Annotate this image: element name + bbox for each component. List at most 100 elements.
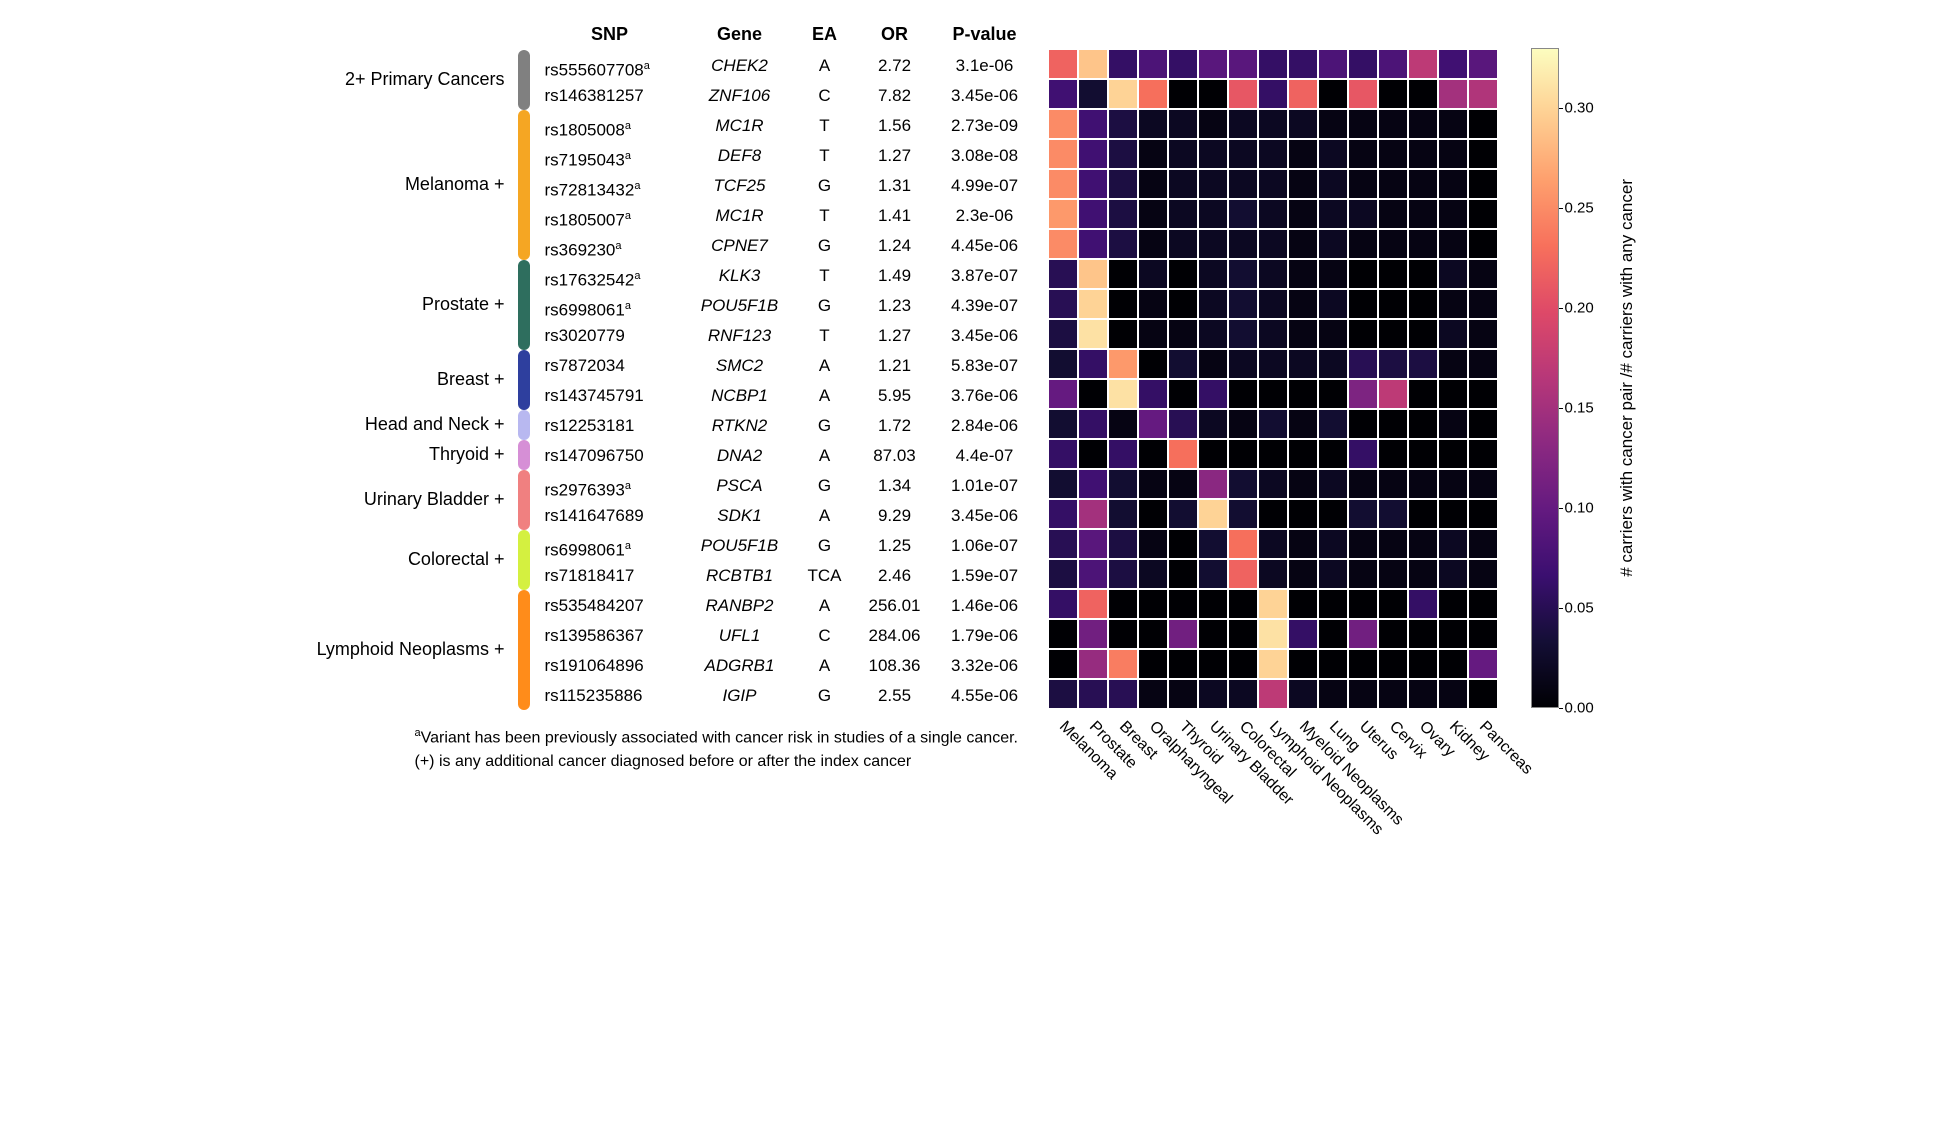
heatmap-cell <box>1168 49 1198 79</box>
heatmap-cell <box>1468 379 1498 409</box>
colorbar-tick-mark <box>1559 308 1563 309</box>
heatmap-cell <box>1258 199 1288 229</box>
heatmap-cell <box>1318 439 1348 469</box>
or-cell: 1.34 <box>855 471 935 501</box>
heatmap-cell <box>1438 259 1468 289</box>
heatmap-cell <box>1318 199 1348 229</box>
heatmap-cell <box>1168 349 1198 379</box>
heatmap-cell <box>1438 319 1468 349</box>
header-gene: Gene <box>685 20 795 51</box>
group-label: Urinary Bladder + <box>364 489 505 510</box>
gene-cell: SDK1 <box>685 501 795 531</box>
heatmap-cell <box>1438 499 1468 529</box>
heatmap-cell <box>1348 469 1378 499</box>
heatmap-cell <box>1198 349 1228 379</box>
heatmap-cell <box>1318 229 1348 259</box>
heatmap-cell <box>1468 409 1498 439</box>
gene-cell: ADGRB1 <box>685 651 795 681</box>
heatmap-cell <box>1408 229 1438 259</box>
heatmap-cell <box>1168 409 1198 439</box>
heatmap-cell <box>1228 559 1258 589</box>
heatmap-cell <box>1288 649 1318 679</box>
group-bracket <box>518 530 530 590</box>
heatmap-cell <box>1258 319 1288 349</box>
heatmap-cell <box>1378 559 1408 589</box>
pval-cell: 3.08e-08 <box>935 141 1035 171</box>
or-cell: 1.56 <box>855 111 935 141</box>
heatmap-cell <box>1468 139 1498 169</box>
heatmap-cell <box>1288 409 1318 439</box>
heatmap-cell <box>1318 559 1348 589</box>
heatmap-cell <box>1108 139 1138 169</box>
heatmap-cell <box>1468 649 1498 679</box>
heatmap-cell <box>1258 559 1288 589</box>
snp-cell: rs141647689 <box>535 501 685 531</box>
heatmap-cell <box>1078 349 1108 379</box>
heatmap-cell <box>1108 499 1138 529</box>
or-cell: 1.27 <box>855 321 935 351</box>
heatmap-cell <box>1138 379 1168 409</box>
heatmap-cell <box>1378 169 1408 199</box>
heatmap-cell <box>1078 79 1108 109</box>
heatmap-cell <box>1228 139 1258 169</box>
footnotes: aVariant has been previously associated … <box>415 721 1035 777</box>
heatmap-cell <box>1348 139 1378 169</box>
heatmap-cell <box>1048 679 1078 709</box>
heatmap-cell <box>1048 499 1078 529</box>
heatmap-cell <box>1438 139 1468 169</box>
gene-cell: SMC2 <box>685 351 795 381</box>
heatmap-cell <box>1108 229 1138 259</box>
ea-cell: G <box>795 471 855 501</box>
gene-cell: CPNE7 <box>685 231 795 261</box>
gene-cell: RCBTB1 <box>685 561 795 591</box>
heatmap-cell <box>1138 409 1168 439</box>
heatmap-cell <box>1048 259 1078 289</box>
heatmap-cell <box>1378 349 1408 379</box>
heatmap-cell <box>1078 139 1108 169</box>
group-bracket <box>518 590 530 710</box>
snp-cell: rs146381257 <box>535 81 685 111</box>
or-cell: 2.46 <box>855 561 935 591</box>
heatmap-cell <box>1168 139 1198 169</box>
heatmap-cell <box>1228 79 1258 109</box>
snp-cell: rs3020779 <box>535 321 685 351</box>
heatmap-cell <box>1168 379 1198 409</box>
colorbar-tick-mark <box>1559 108 1563 109</box>
ea-cell: A <box>795 441 855 471</box>
heatmap-cell <box>1408 79 1438 109</box>
pval-cell: 3.45e-06 <box>935 321 1035 351</box>
heatmap-cell <box>1378 679 1408 709</box>
gene-cell: UFL1 <box>685 621 795 651</box>
snp-cell: rs12253181 <box>535 411 685 441</box>
gene-cell: TCF25 <box>685 171 795 201</box>
heatmap-cell <box>1228 319 1258 349</box>
colorbar-tick-mark <box>1559 708 1563 709</box>
pval-cell: 4.45e-06 <box>935 231 1035 261</box>
heatmap-cell <box>1408 409 1438 439</box>
heatmap-cell <box>1378 289 1408 319</box>
group-label: Breast + <box>437 369 505 390</box>
heatmap-cell <box>1318 49 1348 79</box>
heatmap-cell <box>1048 169 1078 199</box>
heatmap-cell <box>1468 229 1498 259</box>
heatmap-cell <box>1258 679 1288 709</box>
colorbar-tick-mark <box>1559 208 1563 209</box>
heatmap-cell <box>1138 529 1168 559</box>
heatmap-cell <box>1108 439 1138 469</box>
heatmap-cell <box>1438 79 1468 109</box>
heatmap-cell <box>1408 139 1438 169</box>
heatmap-cell <box>1078 499 1108 529</box>
heatmap-cell <box>1288 679 1318 709</box>
heatmap-cell <box>1408 499 1438 529</box>
heatmap-cell <box>1108 169 1138 199</box>
ea-cell: T <box>795 261 855 291</box>
left-panel: 2+ Primary CancersMelanoma +Prostate +Br… <box>315 20 1035 777</box>
pval-cell: 5.83e-07 <box>935 351 1035 381</box>
heatmap-cell <box>1228 379 1258 409</box>
heatmap-cell <box>1408 679 1438 709</box>
pval-cell: 3.45e-06 <box>935 501 1035 531</box>
heatmap-cell <box>1198 319 1228 349</box>
heatmap-cell <box>1318 349 1348 379</box>
heatmap-cell <box>1288 559 1318 589</box>
heatmap-cell <box>1288 289 1318 319</box>
